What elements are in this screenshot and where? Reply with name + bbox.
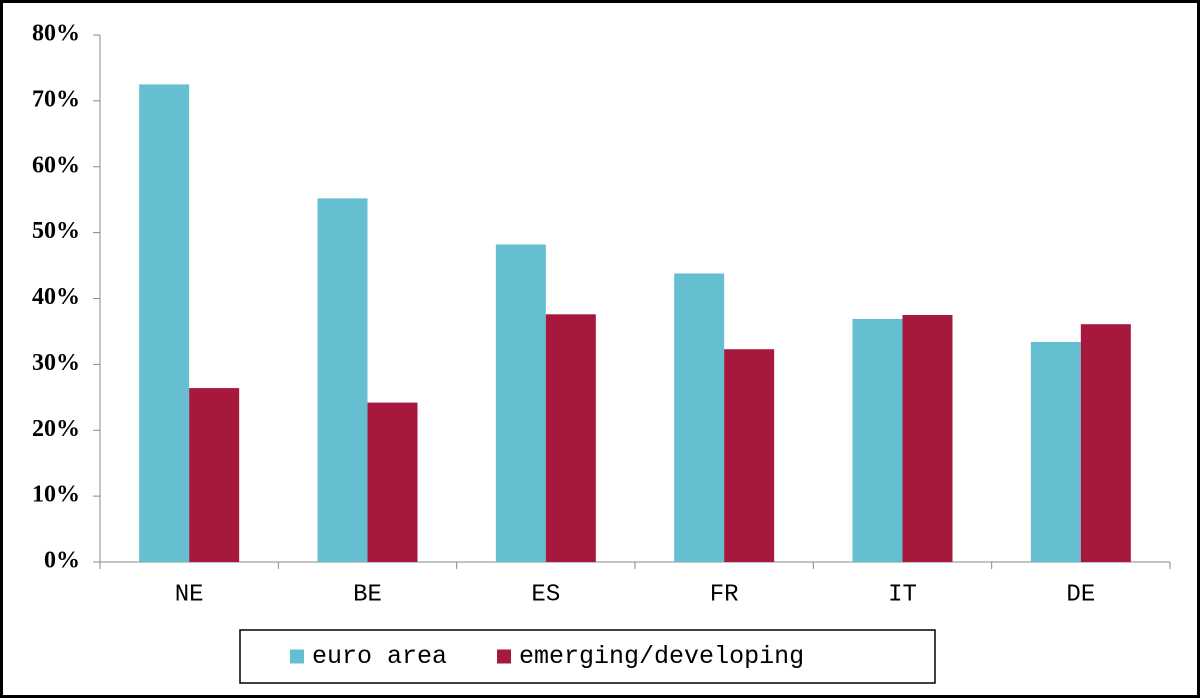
legend-box <box>239 629 936 684</box>
bar <box>852 318 903 562</box>
y-tick-label: 60% <box>32 152 80 178</box>
bar <box>317 198 368 562</box>
bar <box>495 244 546 563</box>
bar <box>1080 324 1131 562</box>
x-tick-label: FR <box>710 581 739 608</box>
legend-swatch <box>290 649 304 664</box>
bar <box>724 349 775 562</box>
bar <box>139 84 190 562</box>
bar <box>902 314 953 562</box>
y-tick-label: 70% <box>32 86 80 112</box>
x-tick-label: DE <box>1066 581 1095 608</box>
x-tick-label: IT <box>888 581 917 608</box>
x-tick-label: BE <box>353 581 382 608</box>
bar <box>367 402 418 562</box>
bar <box>1030 341 1081 562</box>
x-tick-label: NE <box>175 581 204 608</box>
legend-label: emerging/developing <box>519 642 804 671</box>
legend-swatch <box>497 649 512 664</box>
bar <box>674 273 725 562</box>
y-tick-label: 20% <box>32 416 80 442</box>
y-tick-label: 50% <box>32 218 80 244</box>
y-tick-label: 30% <box>32 350 80 376</box>
legend-label: euro area <box>312 642 447 671</box>
bar <box>189 388 240 562</box>
x-tick-label: ES <box>531 581 560 608</box>
y-tick-label: 10% <box>32 482 80 508</box>
y-tick-label: 80% <box>32 21 80 47</box>
y-tick-label: 0% <box>44 548 80 574</box>
bar <box>545 314 596 562</box>
y-tick-label: 40% <box>32 284 80 310</box>
